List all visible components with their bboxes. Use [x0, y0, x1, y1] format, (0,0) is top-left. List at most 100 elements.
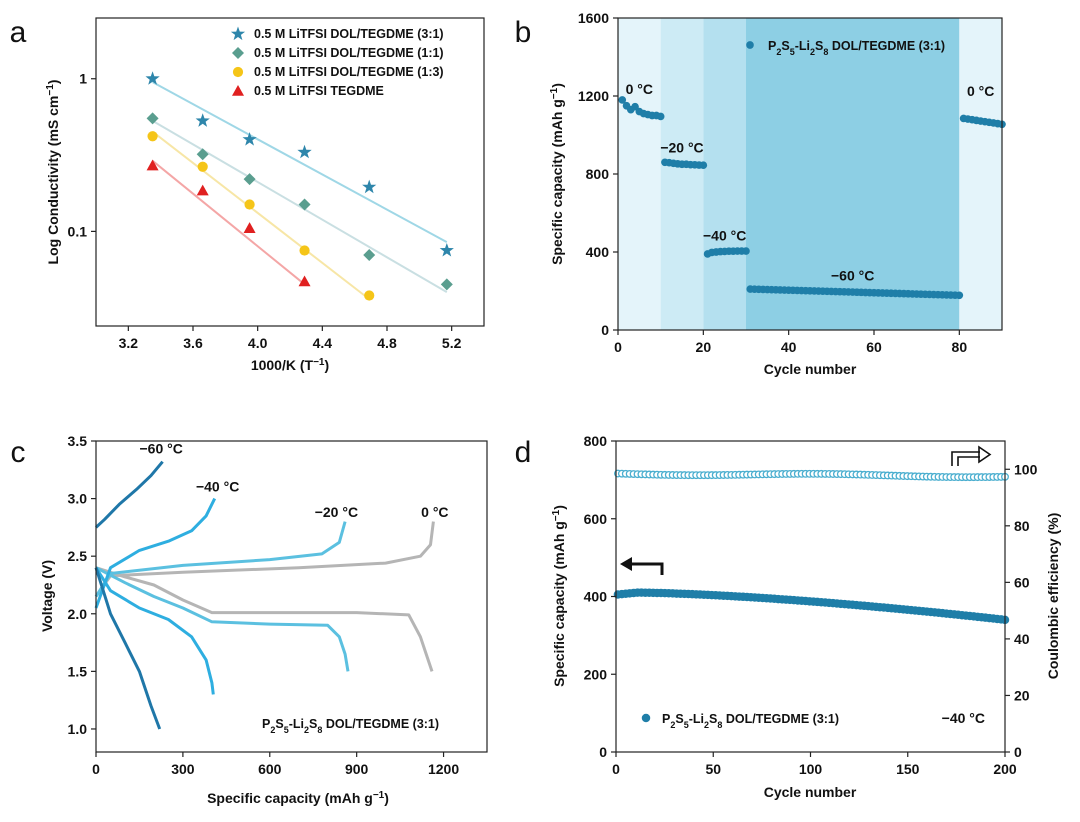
c-y-tick-label: 3.0	[68, 491, 88, 507]
a-x-tick-label: 4.4	[313, 335, 333, 351]
data-point	[298, 198, 311, 211]
text-part: S	[309, 717, 317, 731]
temperature-label: −40 °C	[196, 479, 239, 495]
right-axis-arrow	[951, 451, 980, 466]
data-point	[618, 96, 627, 104]
temperature-label: −40 °C	[942, 710, 985, 726]
temperature-label: −20 °C	[315, 504, 358, 520]
text-part: Specific capacity (mAh g	[207, 790, 373, 806]
b-x-tick-label: 0	[614, 339, 622, 355]
d-y-tick-label: 800	[584, 433, 608, 449]
legend-label: 0.5 M LiTFSI DOL/TEGDME (1:3)	[254, 65, 444, 79]
d-y2-tick-label: 40	[1014, 631, 1030, 647]
data-point	[196, 148, 209, 161]
y-axis-label: Specific capacity (mAh g−1)	[551, 505, 568, 687]
x-axis-label: Cycle number	[764, 784, 857, 800]
x-axis-label: Specific capacity (mAh g−1)	[207, 790, 389, 807]
b-x-tick-label: 20	[696, 339, 712, 355]
temperature-label: 0 °C	[421, 504, 448, 520]
b-y-tick-label: 400	[586, 244, 610, 260]
data-point	[363, 249, 376, 262]
b-y-tick-label: 1600	[578, 10, 609, 26]
legend-marker	[232, 47, 244, 59]
left-axis-arrow	[627, 562, 664, 575]
data-point	[955, 291, 964, 300]
temperature-label: −60 °C	[831, 267, 874, 283]
charge-curve	[94, 521, 347, 598]
c-y-tick-label: 2.0	[68, 606, 88, 622]
data-point	[439, 243, 454, 257]
fit-line	[152, 81, 448, 244]
temperature-label: −20 °C	[660, 140, 703, 156]
text-part: )	[549, 83, 565, 88]
right-axis-arrow-head	[978, 445, 992, 464]
data-point	[243, 222, 256, 233]
data-point	[699, 161, 708, 170]
text-part: Specific capacity (mAh g	[549, 99, 565, 265]
text-part: Specific capacity (mAh g	[551, 521, 567, 687]
a-y-tick-label: 0.1	[68, 223, 88, 239]
temperature-band	[660, 18, 704, 330]
text-part: )	[45, 80, 61, 85]
text-part: 2	[776, 47, 781, 57]
text-part: P	[662, 712, 670, 726]
text-part: DOL/TEGDME (3:1)	[828, 39, 945, 53]
text-part: −1	[549, 87, 560, 99]
data-point	[362, 179, 377, 194]
legend-marker	[232, 66, 244, 78]
data-point	[147, 131, 158, 142]
temperature-band	[959, 18, 1002, 330]
b-x-tick-label: 40	[781, 339, 797, 355]
discharge-curve	[94, 566, 215, 695]
panel-label: b	[515, 16, 532, 49]
a-x-tick-label: 4.0	[248, 335, 268, 351]
charge-curve	[94, 497, 217, 609]
b-x-tick-label: 60	[866, 339, 882, 355]
text-part: 1000/K (T	[251, 357, 314, 373]
right-axis-arrow	[957, 456, 980, 466]
data-point	[742, 247, 750, 255]
text-part: Log Conductivity (mS cm	[45, 96, 61, 265]
d-y2-tick-label: 20	[1014, 687, 1030, 703]
text-part: 5	[790, 47, 795, 57]
text-part: 8	[317, 725, 322, 735]
c-y-tick-label: 2.5	[68, 548, 88, 564]
text-part: S	[709, 712, 717, 726]
text-part: P	[262, 717, 270, 731]
text-part: 5	[684, 720, 689, 730]
d-y2-tick-label: 100	[1014, 461, 1038, 477]
data-point	[145, 71, 160, 85]
a-x-tick-label: 4.8	[377, 335, 397, 351]
legend-marker	[232, 85, 244, 96]
data-point	[298, 275, 311, 287]
c-x-tick-label: 900	[345, 761, 369, 777]
d-x-tick-label: 150	[896, 761, 920, 777]
c-x-tick-label: 600	[258, 761, 282, 777]
plot-frame	[95, 17, 485, 327]
legend-marker	[641, 713, 651, 723]
temperature-band	[703, 18, 746, 330]
d-y-tick-label: 600	[584, 511, 608, 527]
legend-label: 0.5 M LiTFSI DOL/TEGDME (3:1)	[254, 27, 444, 41]
b-y-tick-label: 1200	[578, 88, 609, 104]
legend-label: P2S5-Li2S8 DOL/TEGDME (3:1)	[662, 712, 839, 730]
fit-line	[151, 160, 306, 286]
discharge-curve	[95, 566, 350, 672]
text-part: DOL/TEGDME (3:1)	[722, 712, 839, 726]
text-part: 5	[284, 725, 289, 735]
data-point	[299, 245, 310, 256]
d-y-tick-label: 400	[584, 589, 608, 605]
plot-frame	[95, 440, 488, 753]
text-part: −1	[313, 357, 325, 368]
temperature-label: 0 °C	[626, 81, 653, 97]
data-point	[146, 112, 159, 125]
data-point	[146, 159, 159, 171]
text-part: P	[768, 39, 776, 53]
b-x-tick-label: 80	[952, 339, 968, 355]
text-part: S	[675, 712, 683, 726]
temperature-label: −40 °C	[703, 227, 746, 243]
panel-label: c	[11, 436, 26, 469]
